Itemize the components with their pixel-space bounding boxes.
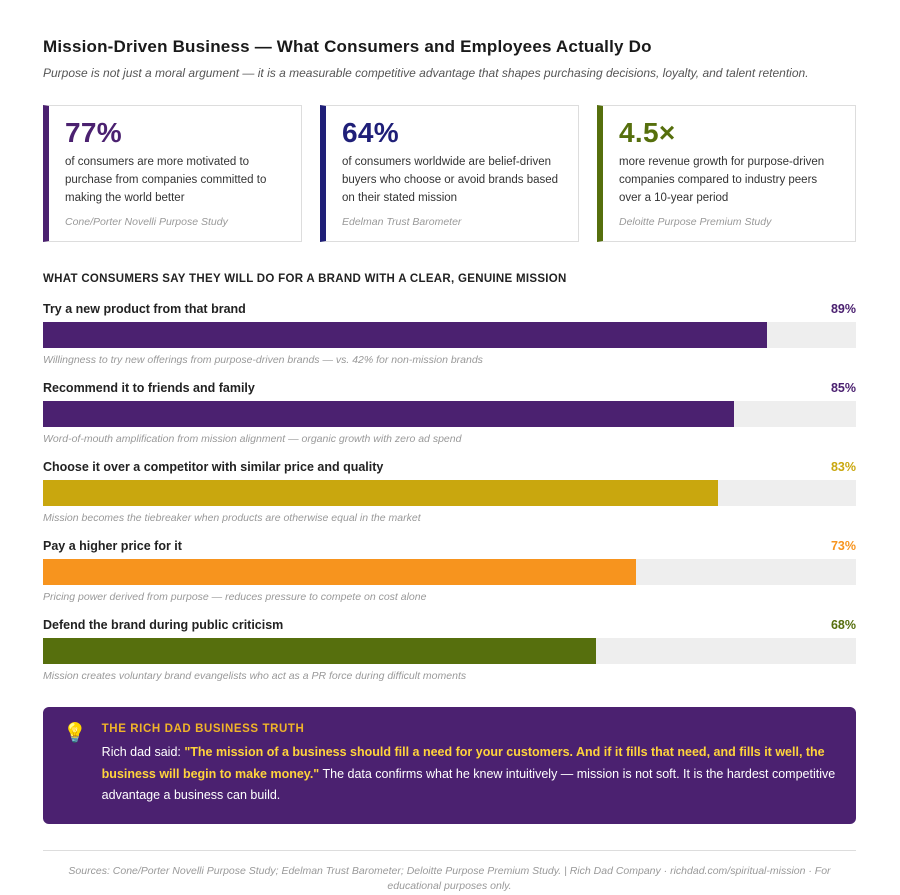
bar-track	[43, 559, 856, 586]
bar-row-pay-higher-price: Pay a higher price for it 73% Pricing po…	[43, 539, 856, 603]
stat-description: of consumers worldwide are belief-driven…	[342, 156, 559, 204]
bar-row-choose-over-competitor: Choose it over a competitor with similar…	[43, 460, 856, 524]
bar-label: Try a new product from that brand	[43, 302, 246, 317]
bar-caption: Word-of-mouth amplification from mission…	[43, 433, 462, 446]
stat-description: more revenue growth for purpose-driven c…	[619, 156, 825, 204]
stat-source: Cone/Porter Novelli Purpose Study	[65, 216, 228, 229]
bar-caption: Pricing power derived from purpose — red…	[43, 591, 427, 604]
bar-chart: Try a new product from that brand 89% Wi…	[43, 302, 856, 682]
stat-value: 77%	[65, 117, 122, 148]
bar-track	[43, 322, 856, 349]
bar-fill	[43, 480, 718, 507]
callout-quote: "The mission of a business should fill a…	[101, 745, 825, 781]
stat-source: Edelman Trust Barometer	[342, 216, 462, 229]
stat-description: of consumers are more motivated to purch…	[65, 156, 267, 204]
bar-head: Pay a higher price for it 73%	[43, 539, 856, 553]
stat-card-belief-driven-buyers: 64% of consumers worldwide are belief-dr…	[320, 105, 579, 243]
footer-sources-text: Sources: Cone/Porter Novelli Purpose Stu…	[68, 865, 831, 893]
bar-track	[43, 638, 856, 665]
bar-head: Try a new product from that brand 89%	[43, 302, 856, 316]
bar-head: Choose it over a competitor with similar…	[43, 460, 856, 474]
lightbulb-icon: 💡	[63, 723, 87, 745]
bar-row-recommend: Recommend it to friends and family 85% W…	[43, 381, 856, 445]
bar-head: Defend the brand during public criticism…	[43, 618, 856, 632]
bar-label: Recommend it to friends and family	[43, 381, 255, 396]
bar-row-try-new-product: Try a new product from that brand 89% Wi…	[43, 302, 856, 366]
bar-label: Choose it over a competitor with similar…	[43, 460, 384, 475]
page-title: Mission-Driven Business — What Consumers…	[43, 37, 652, 56]
stat-value: 4.5×	[619, 117, 676, 148]
callout-content: THE RICH DAD BUSINESS TRUTH Rich dad sai…	[102, 723, 836, 806]
bar-track	[43, 480, 856, 507]
callout-heading: THE RICH DAD BUSINESS TRUTH	[101, 723, 305, 736]
stat-card-revenue-growth: 4.5× more revenue growth for purpose-dri…	[597, 105, 856, 243]
stat-card-consumers-motivated: 77% of consumers are more motivated to p…	[43, 105, 302, 243]
bar-fill	[43, 559, 637, 586]
bar-value: 68%	[830, 618, 856, 633]
bar-value: 89%	[830, 302, 856, 317]
bar-fill	[43, 322, 767, 349]
stat-source: Deloitte Purpose Premium Study	[619, 216, 772, 229]
bar-caption: Willingness to try new offerings from pu…	[43, 354, 483, 367]
callout-outro: The data confirms what he knew intuitive…	[101, 766, 836, 802]
chart-section-heading: WHAT CONSUMERS SAY THEY WILL DO FOR A BR…	[43, 273, 567, 286]
bar-track	[43, 401, 856, 428]
bar-value: 85%	[830, 381, 856, 396]
stat-cards-row: 77% of consumers are more motivated to p…	[43, 105, 856, 243]
bar-label: Defend the brand during public criticism	[43, 618, 284, 633]
callout-intro: Rich dad said:	[101, 745, 185, 760]
callout-body: Rich dad said: "The mission of a busines…	[102, 742, 836, 806]
page-subtitle: Purpose is not just a moral argument — i…	[43, 66, 809, 80]
bar-value: 73%	[830, 539, 856, 554]
footer: Sources: Cone/Porter Novelli Purpose Stu…	[43, 850, 856, 894]
bar-fill	[43, 638, 596, 665]
bar-head: Recommend it to friends and family 85%	[43, 381, 856, 395]
rich-dad-callout: 💡 THE RICH DAD BUSINESS TRUTH Rich dad s…	[43, 707, 856, 825]
bar-fill	[43, 401, 735, 428]
stat-value: 64%	[342, 117, 399, 148]
bar-row-defend-brand: Defend the brand during public criticism…	[43, 618, 856, 682]
bar-caption: Mission becomes the tiebreaker when prod…	[43, 512, 421, 525]
bar-label: Pay a higher price for it	[43, 539, 182, 554]
bar-caption: Mission creates voluntary brand evangeli…	[43, 670, 467, 683]
bar-value: 83%	[830, 460, 856, 475]
